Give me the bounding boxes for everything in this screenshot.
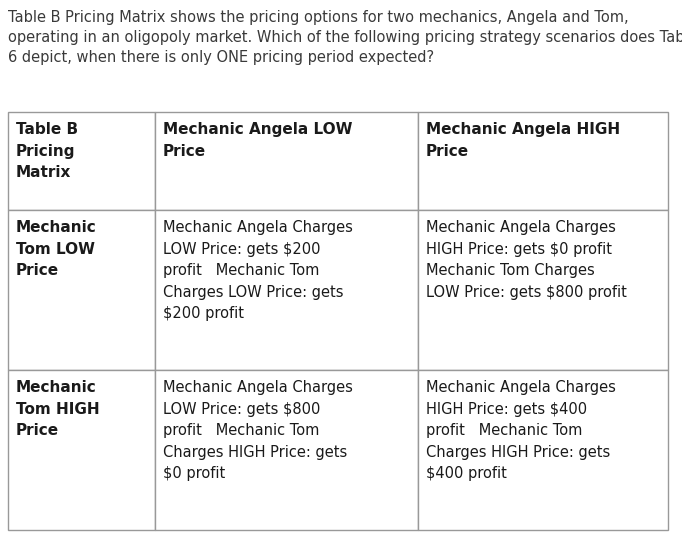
Text: Mechanic Angela Charges
LOW Price: gets $200
profit   Mechanic Tom
Charges LOW P: Mechanic Angela Charges LOW Price: gets … (163, 220, 353, 321)
Bar (418, 210, 668, 370)
Bar (8, 112, 155, 210)
Bar (8, 370, 155, 530)
Text: Table B
Pricing
Matrix: Table B Pricing Matrix (16, 122, 78, 180)
Text: Mechanic Angela Charges
HIGH Price: gets $400
profit   Mechanic Tom
Charges HIGH: Mechanic Angela Charges HIGH Price: gets… (426, 380, 616, 481)
Text: operating in an oligopoly market. Which of the following pricing strategy scenar: operating in an oligopoly market. Which … (8, 30, 682, 45)
Text: Mechanic Angela LOW
Price: Mechanic Angela LOW Price (163, 122, 353, 158)
Text: Mechanic Angela Charges
LOW Price: gets $800
profit   Mechanic Tom
Charges HIGH : Mechanic Angela Charges LOW Price: gets … (163, 380, 353, 481)
Bar (418, 112, 668, 210)
Text: Table B Pricing Matrix shows the pricing options for two mechanics, Angela and T: Table B Pricing Matrix shows the pricing… (8, 10, 629, 25)
Bar (155, 210, 418, 370)
Text: 6 depict, when there is only ONE pricing period expected?: 6 depict, when there is only ONE pricing… (8, 50, 434, 65)
Text: Mechanic Angela Charges
HIGH Price: gets $0 profit
Mechanic Tom Charges
LOW Pric: Mechanic Angela Charges HIGH Price: gets… (426, 220, 627, 300)
Bar (155, 112, 418, 210)
Text: Mechanic
Tom LOW
Price: Mechanic Tom LOW Price (16, 220, 97, 278)
Text: Mechanic Angela HIGH
Price: Mechanic Angela HIGH Price (426, 122, 620, 158)
Bar (418, 370, 668, 530)
Text: Mechanic
Tom HIGH
Price: Mechanic Tom HIGH Price (16, 380, 100, 438)
Bar (8, 210, 155, 370)
Bar (155, 370, 418, 530)
